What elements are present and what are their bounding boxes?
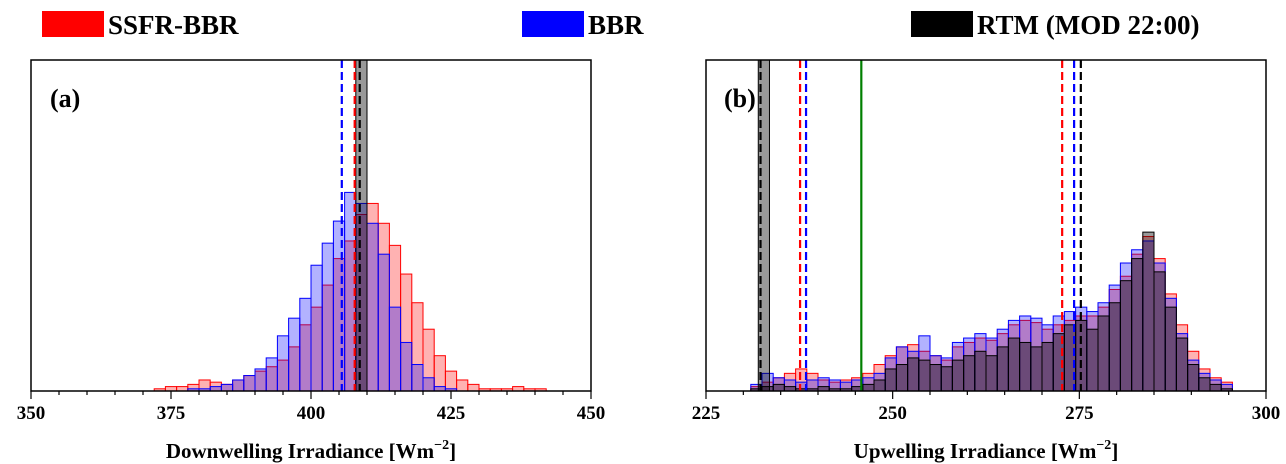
panel-a-bar-s1-b19 (400, 341, 413, 392)
panel-b-bar-s2-b21 (985, 355, 998, 392)
panel-b: 225 250 275 300 (b) Upwelling Irradiance [W… (692, 59, 1281, 463)
panel-b-bar-s2-b41 (1209, 383, 1222, 392)
panel-a-bar-s1-b21 (422, 377, 435, 392)
panel-a-tick-label-450: 450 (577, 403, 606, 424)
panel-b-bar-s2-b18 (951, 359, 965, 392)
panel-a-ticks: 350 375 400 425 450 (17, 391, 606, 424)
panel-b-vlines (759, 60, 1082, 391)
panel-a-bar-s0-b26 (444, 370, 458, 392)
legend-label-ssfr-bbr: SSFR-BBR (108, 10, 239, 40)
panel-b-bar-s2-b11 (873, 379, 886, 392)
panel-b-bar-s2-b19 (963, 355, 976, 392)
panel-a-bar-s1-b3 (220, 383, 234, 392)
panel-a-bar-s1-b6 (254, 368, 267, 392)
legend-swatch-rtm (911, 11, 973, 37)
panel-a-tick-label-400: 400 (297, 403, 326, 424)
panel-b-bar-s2-b22 (996, 346, 1009, 392)
panel-a-bar-s1-b13 (332, 220, 346, 392)
panel-b-bar-s2-b33 (1119, 280, 1133, 392)
panel-b-tick-label-300: 300 (1252, 403, 1281, 424)
panel-b-bar-s2-b2 (772, 383, 785, 392)
panel-a: 350 375 400 425 450 (a) Downwelling Irradian… (17, 59, 606, 463)
panel-b-label: (b) (724, 84, 756, 113)
panel-b-bar-s2-b13 (895, 364, 909, 392)
panel-a-bar-s1-b12 (321, 242, 334, 392)
panel-a-label: (a) (50, 84, 80, 113)
legend: SSFR-BBR BBR RTM (MOD 22:00) (42, 10, 1200, 40)
panel-b-bar-s2-b14 (907, 357, 920, 392)
panel-b-frame (705, 59, 1267, 392)
panel-b-bar-s2-b28 (1063, 324, 1077, 392)
panel-a-vlines (340, 60, 361, 391)
panel-b-bar-s2-b17 (940, 366, 953, 392)
panel-b-bar-s2-b40 (1198, 377, 1211, 392)
panel-a-tick-label-350: 350 (17, 403, 46, 424)
panel-b-bar-s2-b32 (1108, 302, 1121, 392)
panel-b-bar-s2-b37 (1164, 306, 1177, 392)
panel-b-bar-s2-b20 (974, 350, 987, 392)
panel-a-bars (153, 59, 547, 392)
panel-b-tick-label-250: 250 (878, 403, 907, 424)
panel-b-bar-s2-b31 (1097, 315, 1110, 392)
panel-b-bar-s2-b23 (1007, 337, 1021, 392)
panel-b-bar-s2-b26 (1041, 341, 1054, 392)
panel-b-bar-s2-b25 (1030, 346, 1043, 392)
legend-label-bbr: BBR (588, 10, 644, 40)
panel-a-bar-s1-b18 (388, 306, 402, 392)
panel-a-xlabel: Downwelling Irradiance [Wm−2] (166, 438, 456, 463)
panel-a-tick-label-425: 425 (437, 403, 466, 424)
panel-b-tick-label-275: 275 (1065, 403, 1094, 424)
panel-a-tick-label-375: 375 (157, 403, 186, 424)
panel-a-bar-s1-b4 (232, 379, 245, 392)
panel-a-bar-s1-b9 (288, 317, 301, 392)
panel-a-bar-s1-b5 (243, 375, 256, 392)
panel-b-tick-label-225: 225 (692, 403, 721, 424)
panel-a-bar-s1-b11 (310, 264, 323, 392)
legend-swatch-bbr (522, 11, 584, 37)
panel-b-ticks: 225 250 275 300 (692, 391, 1281, 424)
panel-a-bar-s0-b25 (433, 355, 446, 392)
panel-b-bar-s2-b38 (1175, 337, 1189, 392)
panel-b-bar-s2-b24 (1019, 341, 1032, 392)
panel-b-bar-s2-b30 (1086, 328, 1099, 392)
panel-b-bar-s2-b36 (1153, 271, 1166, 392)
panel-b-xlabel: Upwelling Irradiance [Wm−2] (854, 438, 1119, 463)
panel-a-bar-s1-b20 (411, 364, 424, 392)
panel-a-bar-s1-b7 (265, 357, 278, 392)
panel-b-bar-s2-b15 (918, 359, 931, 392)
panel-b-bar-s2-b12 (884, 368, 897, 392)
legend-label-rtm: RTM (MOD 22:00) (977, 10, 1200, 40)
panel-b-bars (750, 59, 1233, 392)
panel-a-bar-s0-b28 (467, 383, 480, 392)
panel-b-bar-s2-b16 (929, 364, 942, 392)
panel-a-bar-s1-b8 (276, 335, 290, 392)
panel-a-bar-s1-b17 (377, 253, 390, 392)
panel-b-bar-s2-b39 (1187, 364, 1200, 392)
panel-a-bar-s1-b16 (366, 222, 379, 392)
panel-b-bar-s2-b34 (1131, 258, 1144, 392)
panel-a-bar-s1-b10 (299, 297, 312, 392)
panel-b-bar-s2-b10 (862, 383, 875, 392)
panel-a-bar-s2-b0 (355, 59, 368, 392)
panel-b-bar-s2-b35 (1142, 231, 1155, 392)
legend-swatch-ssfr-bbr (42, 11, 104, 37)
panel-a-bar-s0-b27 (456, 379, 469, 392)
